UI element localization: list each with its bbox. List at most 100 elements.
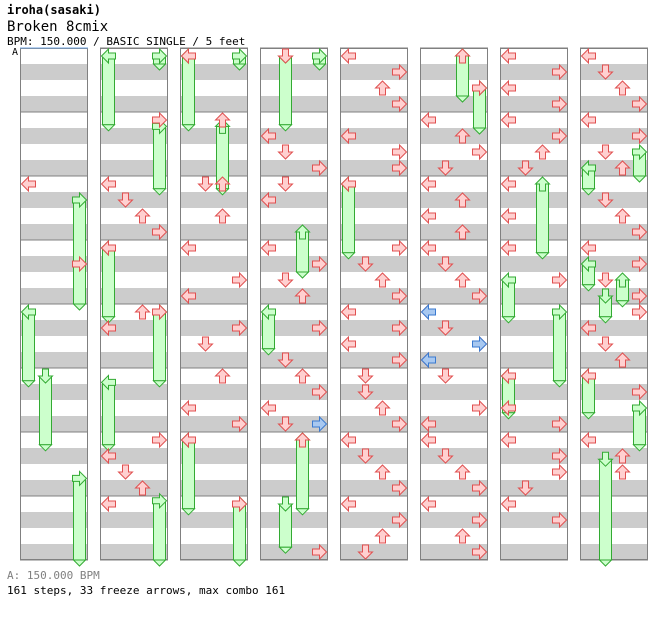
step-arrow-left — [420, 111, 436, 129]
freeze-arrow-tail — [181, 124, 196, 132]
step-arrow-down — [597, 272, 614, 288]
grid-band — [260, 512, 328, 528]
grid-band — [180, 224, 248, 240]
grid-band — [500, 544, 568, 560]
grid-band — [260, 320, 328, 336]
freeze-arrow-body — [296, 439, 309, 510]
grid-band — [420, 288, 488, 304]
step-arrow-left — [500, 79, 516, 97]
step-arrow-left — [340, 127, 356, 145]
step-arrow-left — [500, 111, 516, 129]
step-arrow-right — [232, 271, 248, 289]
freeze-arrow-tail — [72, 303, 87, 311]
step-arrow-left-blue — [420, 351, 436, 369]
grid-band — [420, 224, 488, 240]
step-arrow-right — [472, 479, 488, 497]
step-arrow-up — [134, 304, 151, 320]
grid-band — [100, 256, 168, 272]
step-arrow-left — [500, 47, 516, 65]
freeze-arrow-tail — [341, 252, 356, 260]
grid-band — [340, 192, 408, 208]
step-arrow-left — [420, 175, 436, 193]
step-arrow-up — [614, 352, 631, 368]
step-arrow-down — [517, 160, 534, 176]
freeze-arrow-tail — [581, 284, 596, 292]
freeze-arrow-head — [72, 191, 88, 209]
grid-band — [420, 256, 488, 272]
freeze-arrow-head — [632, 399, 648, 417]
step-arrow-right — [632, 95, 648, 113]
step-arrow-right — [632, 303, 648, 321]
grid-band — [500, 416, 568, 432]
step-arrow-up — [614, 80, 631, 96]
grid-band — [180, 256, 248, 272]
step-arrow-right — [312, 383, 328, 401]
step-arrow-up — [374, 400, 391, 416]
grid-band — [340, 512, 408, 528]
step-arrow-right — [232, 415, 248, 433]
grid-band — [260, 480, 328, 496]
freeze-arrow-head — [152, 492, 168, 510]
step-arrow-down — [357, 384, 374, 400]
step-arrow-right — [392, 287, 408, 305]
step-arrow-right — [552, 463, 568, 481]
grid-band — [100, 352, 168, 368]
step-arrow-right-blue — [312, 415, 328, 433]
step-arrow-left — [180, 399, 196, 417]
step-arrow-right — [392, 479, 408, 497]
grid-band — [580, 384, 648, 400]
step-arrow-right — [72, 255, 88, 273]
step-arrow-down — [597, 144, 614, 160]
step-arrow-up — [534, 144, 551, 160]
grid-band — [420, 64, 488, 80]
freeze-arrow-tail — [152, 380, 167, 388]
freeze-arrow-tail — [152, 559, 167, 567]
step-arrow-up — [214, 368, 231, 384]
freeze-arrow-head — [312, 47, 328, 65]
step-arrow-down — [357, 368, 374, 384]
grid-band — [180, 192, 248, 208]
freeze-arrow-tail — [38, 444, 53, 452]
step-arrow-left — [420, 207, 436, 225]
column-7-frame — [580, 48, 648, 560]
freeze-arrow-head — [614, 272, 631, 288]
grid-band — [20, 448, 88, 464]
grid-band — [260, 352, 328, 368]
grid-band — [180, 384, 248, 400]
grid-band — [340, 160, 408, 176]
step-arrow-right — [552, 447, 568, 465]
grid-band — [180, 64, 248, 80]
column-3-frame — [260, 48, 328, 560]
step-arrow-left — [420, 415, 436, 433]
step-arrow-up — [614, 160, 631, 176]
freeze-arrow-tail — [615, 300, 630, 308]
step-arrow-up — [134, 480, 151, 496]
grid-band — [500, 256, 568, 272]
step-arrow-right — [392, 239, 408, 257]
freeze-arrow-tail — [501, 316, 516, 324]
grid-band — [420, 96, 488, 112]
bpm-legend: A: 150.000 BPM — [7, 569, 100, 582]
freeze-arrow-body — [599, 458, 612, 561]
grid-band — [20, 96, 88, 112]
freeze-arrow-tail — [632, 444, 647, 452]
grid-band — [20, 128, 88, 144]
step-arrow-up — [614, 464, 631, 480]
column-1-frame — [100, 48, 168, 560]
grid-band — [420, 384, 488, 400]
step-arrow-down — [277, 48, 294, 64]
step-arrow-right — [312, 319, 328, 337]
step-arrow-right — [632, 383, 648, 401]
bpm-marker: A — [12, 47, 19, 58]
song-title: Broken 8cmix — [7, 19, 109, 35]
step-arrow-left — [260, 191, 276, 209]
step-arrow-left — [500, 207, 516, 225]
freeze-arrow-body — [73, 477, 86, 561]
grid-band — [100, 416, 168, 432]
freeze-arrow-tail — [181, 508, 196, 516]
step-arrow-left — [500, 239, 516, 257]
freeze-arrow-body — [153, 311, 166, 382]
grid-band — [260, 64, 328, 80]
grid-band — [340, 448, 408, 464]
step-arrow-left — [580, 431, 596, 449]
